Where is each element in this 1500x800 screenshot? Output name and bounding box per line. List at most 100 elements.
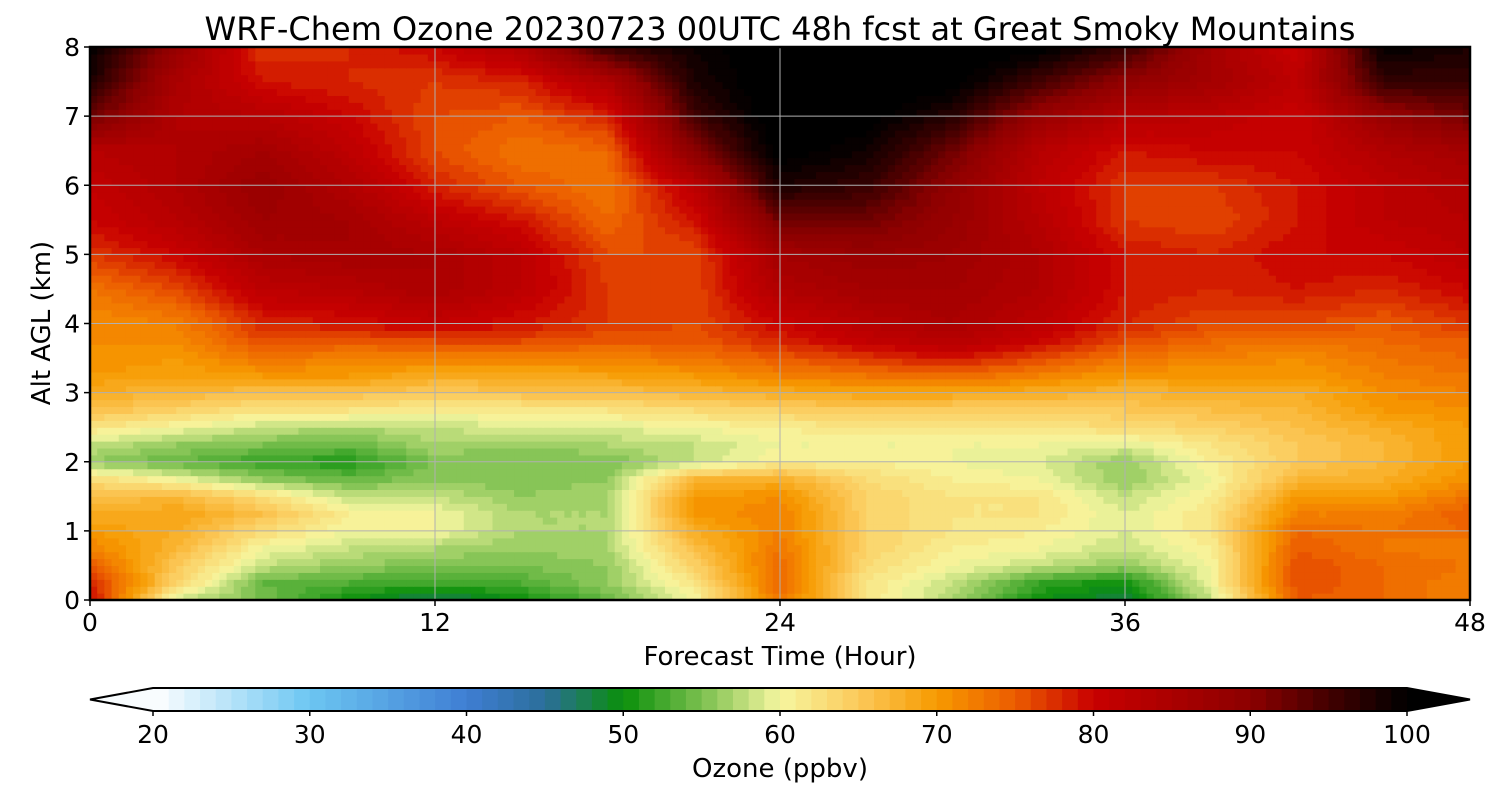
heatmap-cell (176, 441, 185, 449)
heatmap-cell (1247, 447, 1255, 456)
heatmap-cell (463, 537, 472, 546)
heatmap-cell (391, 586, 400, 594)
heatmap-cell (212, 420, 220, 428)
heatmap-cell (291, 530, 300, 539)
heatmap-cell (621, 544, 630, 553)
heatmap-cell (197, 468, 206, 477)
heatmap-cell (794, 447, 803, 456)
heatmap-cell (679, 537, 688, 546)
heatmap-cell (1355, 558, 1363, 567)
heatmap-cell (736, 468, 745, 477)
heatmap-cell (255, 454, 264, 463)
heatmap-cell (600, 482, 609, 490)
heatmap-cell (190, 461, 199, 470)
heatmap-cell (1319, 593, 1327, 600)
heatmap-cell (97, 517, 105, 525)
heatmap-cell (1297, 447, 1306, 456)
heatmap-cell (1319, 447, 1327, 456)
heatmap-cell (1297, 489, 1306, 497)
heatmap-cell (1067, 523, 1076, 532)
heatmap-cell (636, 447, 645, 456)
heatmap-cell (585, 461, 594, 470)
heatmap-cell (420, 461, 429, 470)
heatmap-cell (1319, 489, 1327, 497)
heatmap-cell (564, 434, 573, 442)
heatmap-cell (1419, 572, 1428, 580)
heatmap-cell (1297, 544, 1306, 553)
heatmap-cell (1160, 441, 1169, 449)
heatmap-cell (190, 544, 199, 553)
heatmap-cell (334, 551, 343, 560)
heatmap-cell (851, 434, 860, 442)
heatmap-cell (1053, 454, 1061, 463)
heatmap-cell (1125, 434, 1133, 442)
heatmap-cell (269, 454, 278, 463)
heatmap-cell (355, 530, 364, 539)
heatmap-cell (758, 461, 767, 470)
heatmap-cell (758, 510, 767, 518)
heatmap-cell (1024, 565, 1033, 573)
heatmap-cell (952, 420, 961, 428)
heatmap-cell (1139, 510, 1148, 518)
heatmap-cell (859, 427, 867, 435)
heatmap-cell (1426, 530, 1435, 539)
heatmap-cell (1240, 503, 1248, 511)
heatmap-cell (700, 427, 709, 435)
heatmap-cell (938, 461, 946, 470)
heatmap-cell (1117, 537, 1126, 546)
heatmap-cell (1074, 593, 1083, 600)
heatmap-cell (787, 586, 795, 594)
heatmap-cell (859, 482, 867, 490)
heatmap-cell (377, 496, 386, 504)
heatmap-cell (1089, 551, 1097, 560)
heatmap-cell (90, 441, 98, 449)
heatmap-cell (1268, 510, 1277, 518)
heatmap-cell (1024, 537, 1033, 546)
heatmap-cell (1326, 586, 1335, 594)
heatmap-cell (528, 537, 537, 546)
heatmap-cell (1419, 454, 1428, 463)
heatmap-cell (1060, 434, 1069, 442)
heatmap-cell (837, 441, 846, 449)
heatmap-cell (212, 489, 220, 497)
heatmap-cell (1053, 593, 1061, 600)
heatmap-cell (363, 441, 371, 449)
heatmap-cell (873, 572, 882, 580)
heatmap-cell (1398, 420, 1406, 428)
heatmap-cell (895, 434, 903, 442)
heatmap-cell (399, 537, 407, 546)
heatmap-cell (823, 565, 831, 573)
heatmap-cell (499, 544, 508, 553)
heatmap-cell (1096, 551, 1105, 560)
heatmap-cell (140, 503, 149, 511)
heatmap-cell (97, 489, 105, 497)
heatmap-cell (895, 496, 903, 504)
heatmap-cell (758, 558, 767, 567)
heatmap-cell (650, 482, 659, 490)
heatmap-cell (686, 427, 695, 435)
heatmap-cell (104, 565, 113, 573)
heatmap-cell (600, 565, 609, 573)
heatmap-cell (1153, 517, 1162, 525)
heatmap-cell (981, 572, 990, 580)
heatmap-cell (1275, 427, 1284, 435)
heatmap-cell (463, 427, 472, 435)
heatmap-cell (456, 420, 465, 428)
heatmap-cell (341, 544, 350, 553)
heatmap-cell (1081, 517, 1090, 525)
heatmap-cell (1081, 447, 1090, 456)
heatmap-cell (693, 551, 702, 560)
heatmap-cell (736, 482, 745, 490)
heatmap-cell (952, 572, 961, 580)
heatmap-cell (1355, 586, 1363, 594)
heatmap-cell (1376, 503, 1385, 511)
heatmap-cell (1455, 572, 1464, 580)
heatmap-cell (981, 517, 990, 525)
heatmap-cell (1160, 517, 1169, 525)
heatmap-cell (1002, 523, 1011, 532)
heatmap-cell (205, 510, 213, 518)
heatmap-cell (154, 537, 163, 546)
heatmap-cell (399, 475, 407, 484)
heatmap-cell (1254, 441, 1263, 449)
heatmap-cell (801, 454, 810, 463)
